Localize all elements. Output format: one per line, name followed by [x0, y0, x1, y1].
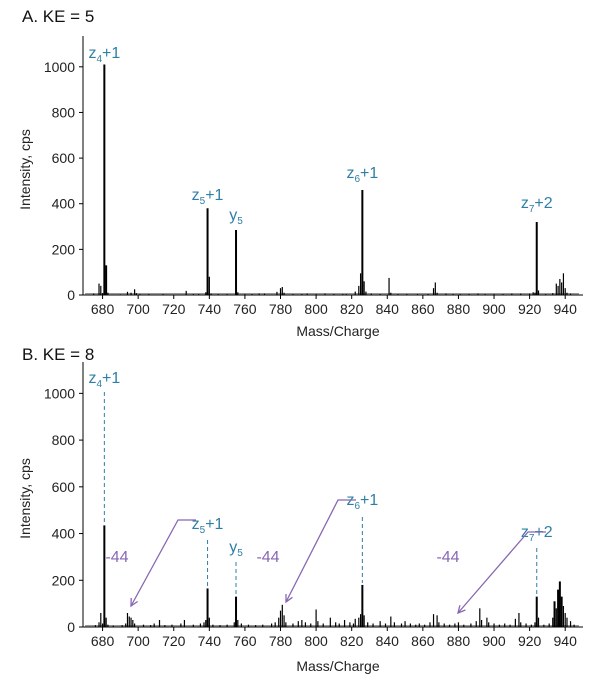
peak-annotation: z6+1	[346, 165, 378, 185]
x-tick-label: 780	[269, 633, 293, 649]
x-tick-label: 840	[376, 301, 400, 317]
x-tick-label: 940	[554, 301, 578, 317]
x-tick-label: 900	[482, 301, 506, 317]
x-tick-label: 740	[198, 301, 222, 317]
x-tick-label: 760	[233, 633, 257, 649]
x-tick-label: 740	[198, 633, 222, 649]
x-tick-label: 720	[162, 633, 186, 649]
x-tick-label: 680	[91, 301, 115, 317]
x-tick-label: 880	[447, 633, 471, 649]
x-tick-label: 880	[447, 301, 471, 317]
panel-b: B. KE = 8 0 200 400 600 800 1000 680 700 720 740 76…	[17, 345, 583, 674]
x-tick-label: 820	[340, 301, 364, 317]
peak-annotation: z4+1	[88, 45, 120, 65]
y-tick-label: 800	[52, 432, 76, 448]
x-tick-label: 920	[518, 633, 542, 649]
neutral-loss-arrowhead	[130, 597, 138, 608]
y-tick-label: 1000	[44, 385, 75, 401]
panel-a: A. KE = 5 0 200 400 600 800 1000 680 700 720 740 76…	[17, 7, 583, 339]
x-tick-label: 680	[91, 633, 115, 649]
x-tick-label: 780	[269, 301, 293, 317]
y-axis-label: Intensity, cps	[17, 129, 33, 210]
y-tick-label: 400	[52, 196, 76, 212]
neutral-loss-label: -44	[105, 549, 128, 566]
y-tick-label: 200	[52, 241, 76, 257]
x-tick-label: 860	[411, 301, 435, 317]
x-tick-label: 940	[554, 633, 578, 649]
neutral-loss-label: -44	[436, 549, 459, 566]
neutral-loss-arrowhead	[285, 593, 293, 604]
x-tick-label: 820	[340, 633, 364, 649]
peak-annotation: y5	[229, 539, 243, 559]
neutral-loss-arrow	[285, 499, 356, 603]
y-tick-label: 0	[67, 619, 75, 635]
y-tick-label: 1000	[44, 59, 75, 75]
x-tick-label: 860	[411, 633, 435, 649]
neutral-loss-label: -44	[256, 549, 279, 566]
y-tick-label: 200	[52, 572, 76, 588]
peak-annotation: z6+1	[346, 492, 378, 512]
x-tick-label: 840	[376, 633, 400, 649]
x-tick-label: 700	[126, 301, 150, 317]
neutral-loss-arrow	[130, 519, 196, 607]
y-tick-label: 400	[52, 526, 76, 542]
peak-annotation: y5	[229, 207, 243, 227]
panel-title: A. KE = 5	[22, 7, 94, 26]
x-tick-label: 760	[233, 301, 257, 317]
y-tick-label: 600	[52, 150, 76, 166]
x-tick-label: 720	[162, 301, 186, 317]
y-tick-label: 600	[52, 479, 76, 495]
x-tick-label: 900	[482, 633, 506, 649]
y-axis-label: Intensity, cps	[17, 458, 33, 539]
neutral-loss-arrowhead	[457, 605, 466, 615]
x-tick-label: 920	[518, 301, 542, 317]
peak-annotation: z7+2	[521, 195, 553, 215]
peak-annotation: z5+1	[192, 516, 224, 536]
y-tick-label: 800	[52, 104, 76, 120]
x-tick-label: 800	[304, 301, 328, 317]
panel-title: B. KE = 8	[22, 345, 94, 364]
x-axis-label: Mass/Charge	[296, 323, 379, 339]
y-tick-label: 0	[67, 287, 75, 303]
neutral-loss-arrow	[457, 531, 546, 614]
x-tick-label: 800	[304, 633, 328, 649]
x-axis-label: Mass/Charge	[296, 658, 379, 674]
peak-annotation: z5+1	[192, 187, 224, 207]
peak-annotation: z4+1	[88, 370, 120, 390]
x-tick-label: 700	[126, 633, 150, 649]
